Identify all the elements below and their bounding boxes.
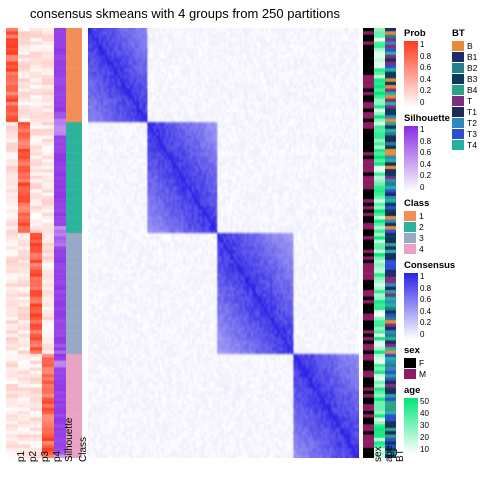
- page-title: consensus skmeans with 4 groups from 250…: [30, 6, 340, 21]
- consensus-heatmap: [88, 28, 359, 458]
- legend-silhouette: Silhouette10.80.60.40.20: [404, 113, 452, 192]
- legend-consensus: Consensus10.80.60.40.20: [404, 260, 452, 339]
- anno-col-p1: [6, 28, 18, 458]
- xlabel-age: age: [384, 445, 395, 462]
- xlabel-p1: p1: [16, 451, 27, 462]
- legend-class: Class1234: [404, 198, 452, 254]
- anno-col-p4: [42, 28, 54, 458]
- xlabel-p2: p2: [28, 451, 39, 462]
- legend-area: Prob10.80.60.40.20 Silhouette10.80.60.40.…: [404, 28, 500, 460]
- anno-col-age: [374, 28, 385, 458]
- anno-col-BT: [385, 28, 396, 458]
- anno-col-cls: [66, 28, 82, 458]
- anno-col-p3: [30, 28, 42, 458]
- legend-sex: sexFM: [404, 345, 452, 379]
- xlabel-p4: p4: [52, 451, 63, 462]
- legend-prob: Prob10.80.60.40.20: [404, 28, 452, 107]
- legend-bt: BTBB1B2B3B4TT1T2T3T4: [452, 28, 498, 150]
- xlabel-cls: Class: [78, 437, 89, 462]
- xlabel-p3: p3: [40, 451, 51, 462]
- xlabel-sex: sex: [373, 446, 384, 462]
- anno-col-sil: [54, 28, 66, 458]
- plot-area: p1p2p3p4SilhouetteClasssexageBT: [6, 28, 396, 458]
- xlabel-sil: Silhouette: [64, 418, 75, 462]
- legend-age: age5040302010: [404, 385, 452, 454]
- anno-col-p2: [18, 28, 30, 458]
- anno-col-sex: [363, 28, 374, 458]
